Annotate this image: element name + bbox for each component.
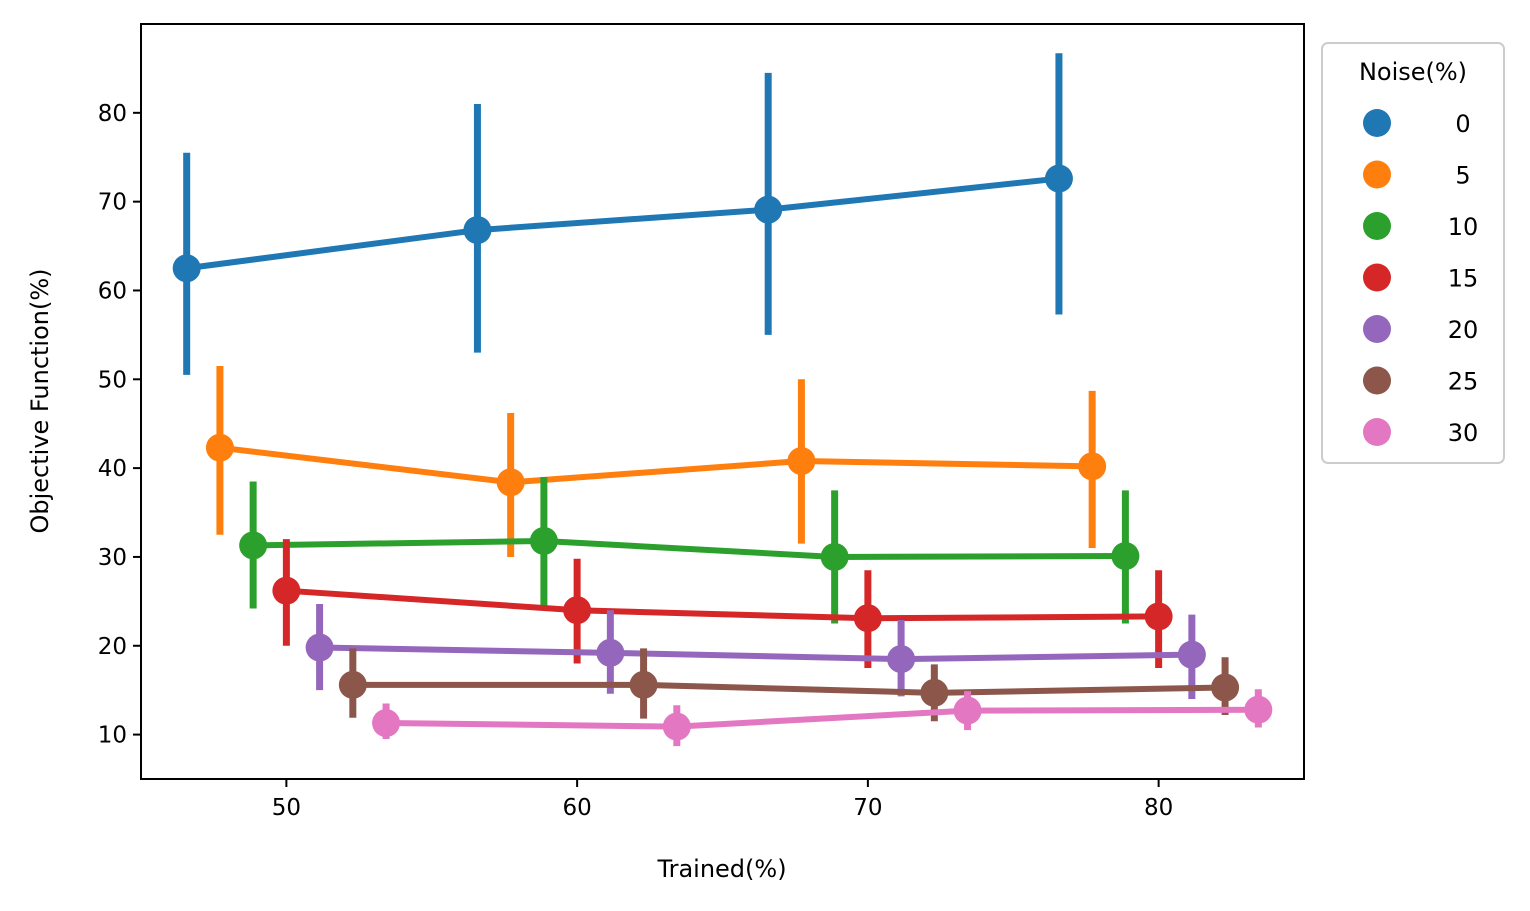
axes-frame bbox=[140, 23, 1305, 780]
data-point bbox=[1144, 602, 1173, 631]
legend-marker bbox=[1363, 109, 1391, 137]
data-point bbox=[305, 633, 334, 662]
series-5 bbox=[205, 365, 1107, 557]
legend-label: 5 bbox=[1455, 162, 1470, 190]
y-tick-label: 70 bbox=[98, 190, 127, 216]
x-tick-label: 70 bbox=[853, 795, 882, 821]
data-point bbox=[1211, 673, 1240, 702]
plot-area bbox=[172, 53, 1273, 747]
series-line bbox=[253, 537, 1126, 560]
data-point bbox=[887, 645, 916, 674]
data-point bbox=[205, 433, 234, 462]
series-0 bbox=[172, 53, 1073, 375]
series-line bbox=[219, 444, 1093, 486]
legend-marker bbox=[1363, 418, 1391, 446]
y-tick-label: 40 bbox=[98, 456, 127, 482]
data-point bbox=[629, 670, 658, 699]
series-25 bbox=[338, 648, 1240, 722]
legend-frame bbox=[1321, 42, 1505, 464]
legend-item-10: 10 bbox=[1363, 212, 1478, 241]
legend-label: 30 bbox=[1448, 419, 1479, 447]
y-tick-label: 20 bbox=[98, 634, 127, 660]
data-point bbox=[1044, 164, 1073, 193]
legend-items: 0 5 10 15 20 25 30 bbox=[1363, 109, 1478, 447]
legend-item-5: 5 bbox=[1363, 160, 1471, 190]
data-point bbox=[529, 526, 558, 555]
legend-label: 25 bbox=[1448, 368, 1479, 396]
data-point bbox=[820, 542, 849, 571]
y-tick-label: 80 bbox=[98, 101, 127, 127]
data-point bbox=[1078, 452, 1107, 481]
data-point bbox=[787, 447, 816, 476]
legend-label: 15 bbox=[1448, 265, 1479, 293]
y-axis-label: Objective Function(%) bbox=[26, 268, 54, 533]
legend-item-25: 25 bbox=[1363, 366, 1479, 396]
data-point bbox=[1244, 695, 1273, 724]
series-10 bbox=[239, 477, 1140, 624]
legend-marker bbox=[1363, 212, 1391, 240]
data-point bbox=[496, 468, 525, 497]
data-point bbox=[563, 596, 592, 625]
x-tick-label: 60 bbox=[562, 795, 591, 821]
legend-label: 20 bbox=[1448, 316, 1479, 344]
data-point bbox=[239, 531, 268, 560]
series-line bbox=[352, 681, 1226, 696]
x-axis: 50 60 70 80 bbox=[272, 779, 1173, 821]
data-point bbox=[596, 638, 625, 667]
y-tick-label: 60 bbox=[98, 278, 127, 304]
data-point bbox=[338, 670, 367, 699]
series-line bbox=[286, 587, 1159, 622]
data-point bbox=[953, 696, 982, 725]
data-point bbox=[1111, 542, 1140, 571]
data-point bbox=[920, 678, 949, 707]
series-20 bbox=[305, 604, 1206, 700]
series-line bbox=[319, 644, 1192, 663]
y-tick-label: 10 bbox=[98, 723, 127, 749]
x-axis-label: Trained(%) bbox=[656, 855, 786, 883]
legend-marker bbox=[1363, 315, 1391, 343]
legend-marker bbox=[1363, 160, 1391, 189]
legend-item-30: 30 bbox=[1363, 418, 1478, 447]
y-axis: 10 20 30 40 50 60 70 80 bbox=[98, 101, 141, 749]
series-15 bbox=[272, 539, 1173, 668]
x-tick-label: 80 bbox=[1144, 795, 1173, 821]
data-point bbox=[272, 576, 301, 605]
y-tick-label: 30 bbox=[98, 545, 127, 571]
data-point bbox=[1177, 640, 1206, 669]
x-tick-label: 50 bbox=[272, 795, 301, 821]
data-point bbox=[754, 195, 783, 224]
y-tick-label: 50 bbox=[98, 367, 127, 393]
legend-item-15: 15 bbox=[1363, 263, 1479, 293]
legend: Noise(%) 0 5 10 15 20 25 30 bbox=[1321, 42, 1505, 464]
data-point bbox=[662, 712, 691, 741]
data-point bbox=[372, 709, 401, 738]
series-line bbox=[386, 706, 1259, 730]
data-point bbox=[172, 254, 201, 283]
legend-label: 10 bbox=[1448, 213, 1479, 241]
legend-item-0: 0 bbox=[1363, 109, 1471, 138]
data-point bbox=[463, 216, 492, 245]
series-30 bbox=[372, 689, 1273, 747]
data-point bbox=[853, 604, 882, 633]
legend-item-20: 20 bbox=[1363, 315, 1478, 344]
legend-title: Noise(%) bbox=[1359, 58, 1467, 86]
legend-label: 0 bbox=[1455, 110, 1470, 138]
series-line bbox=[186, 175, 1060, 272]
legend-marker bbox=[1363, 366, 1391, 395]
legend-marker bbox=[1363, 263, 1391, 292]
